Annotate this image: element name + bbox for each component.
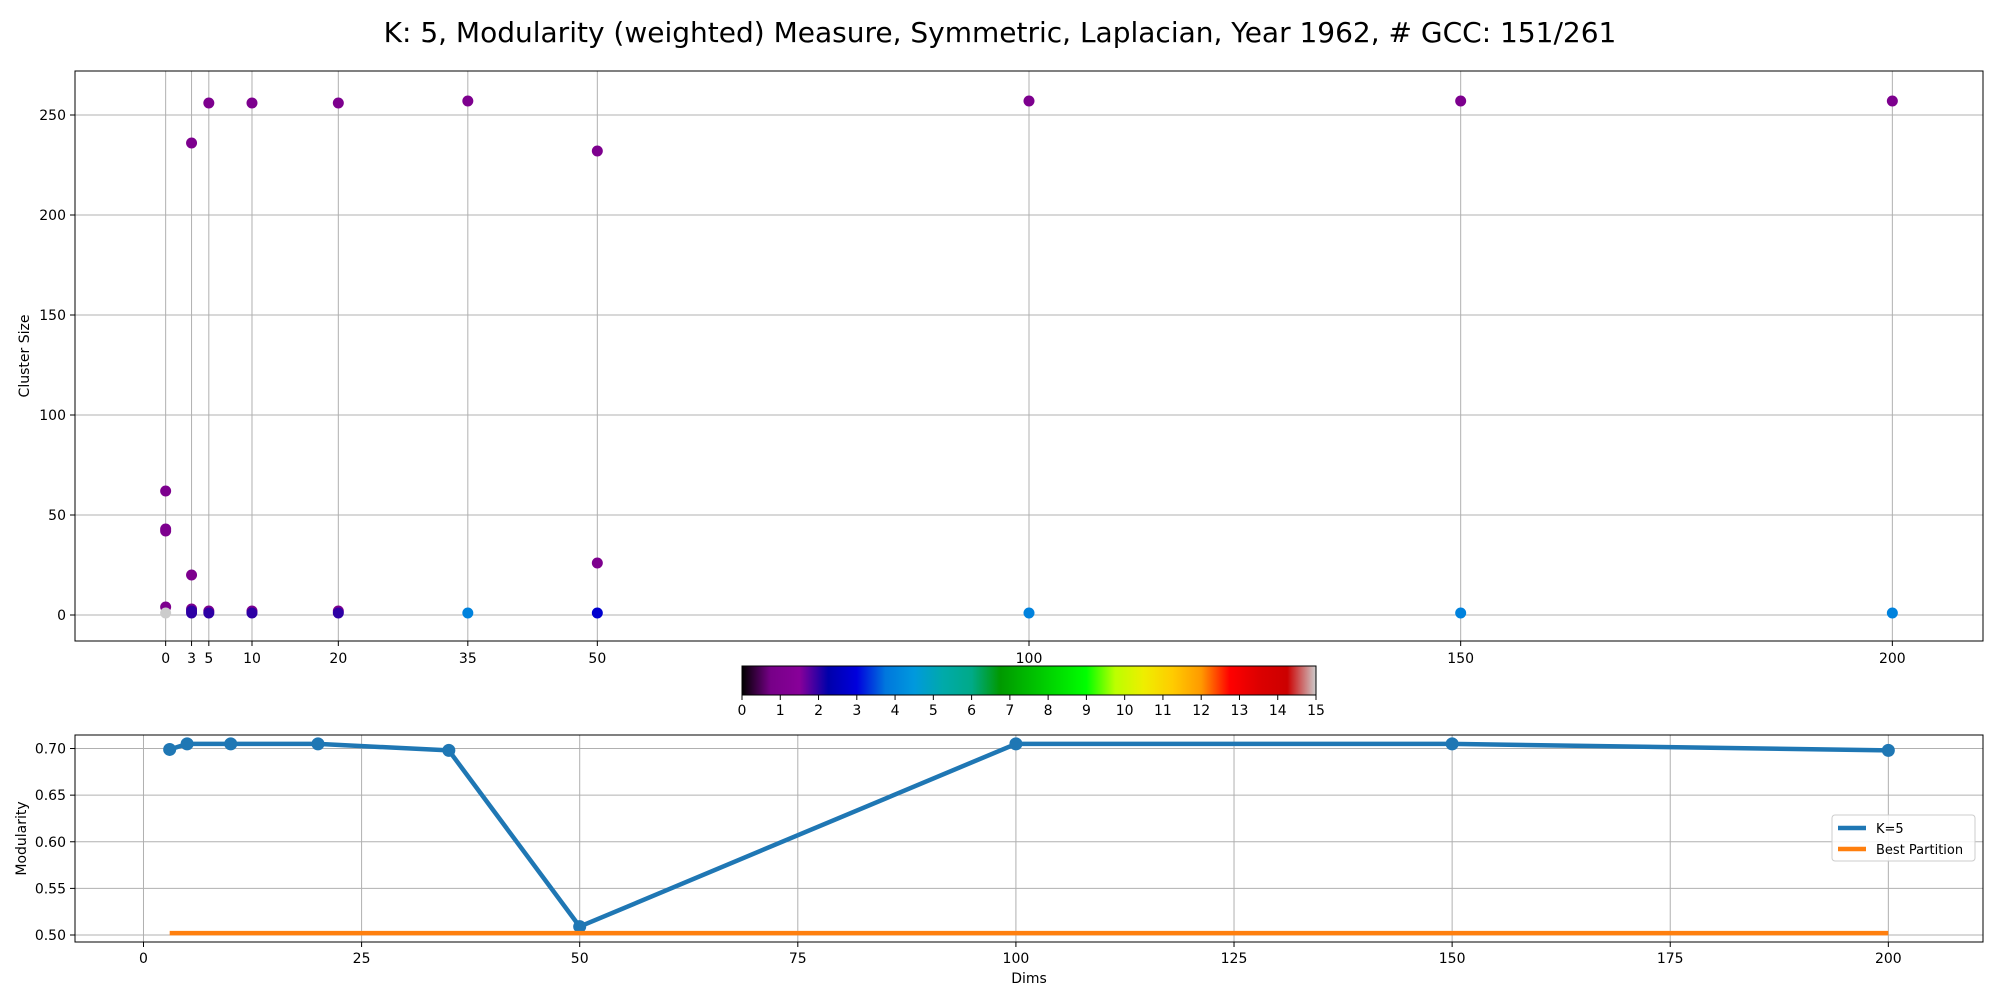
series-marker <box>224 737 238 751</box>
colorbar-tick-label: 14 <box>1269 703 1287 719</box>
y-axis-label: Cluster Size <box>17 315 33 398</box>
data-point <box>591 557 603 569</box>
colorbar-bar <box>741 665 1317 696</box>
x-tick-label: 35 <box>459 651 477 667</box>
colorbar-tick-label: 15 <box>1307 703 1325 719</box>
x-tick-label: 20 <box>329 651 347 667</box>
y-tick-label: 150 <box>39 308 66 324</box>
y-tick-label: 0.60 <box>35 835 66 851</box>
x-tick-label: 125 <box>1221 951 1248 967</box>
colorbar-tick-label: 0 <box>738 703 747 719</box>
cluster-size-scatter-chart: 0 3 5 10 20 35 50 100 150 200 0 50 100 150 200 250 Clust… <box>17 70 1984 667</box>
data-point <box>246 97 258 109</box>
data-point <box>1023 95 1035 107</box>
series-marker <box>1009 737 1023 751</box>
data-point <box>1886 607 1898 619</box>
data-point <box>1023 607 1035 619</box>
colorbar-tick-label: 1 <box>776 703 785 719</box>
x-tick-label: 150 <box>1439 951 1466 967</box>
series-marker <box>1881 743 1895 757</box>
x-axis-label: Dims <box>1011 971 1047 987</box>
colorbar-tick-label: 3 <box>852 703 861 719</box>
colorbar-tick-label: 2 <box>814 703 823 719</box>
plot-frame <box>74 734 1984 943</box>
y-tick-label: 0.70 <box>35 742 66 758</box>
figure-title: K: 5, Modularity (weighted) Measure, Sym… <box>384 16 1617 49</box>
series-marker <box>180 737 194 751</box>
x-tick-label: 75 <box>789 951 807 967</box>
x-tick-label: 175 <box>1657 951 1684 967</box>
colorbar-tick-label: 12 <box>1192 703 1210 719</box>
x-tick-label: 5 <box>204 651 213 667</box>
series-marker <box>163 742 177 756</box>
y-tick-label: 0 <box>57 608 66 624</box>
x-tick-label: 0 <box>139 951 148 967</box>
y-tick-label: 100 <box>39 408 66 424</box>
series-line <box>169 741 1889 929</box>
data-point <box>462 95 474 107</box>
colorbar-tick-label: 6 <box>967 703 976 719</box>
data-point <box>1886 95 1898 107</box>
colorbar-tick-label: 5 <box>929 703 938 719</box>
cluster-colorbar: 0 1 2 3 4 5 6 7 8 9 10 11 12 13 14 15 <box>738 665 1325 719</box>
data-point <box>246 607 258 619</box>
colorbar-tick-label: 13 <box>1231 703 1249 719</box>
y-tick-label: 0.55 <box>35 881 66 897</box>
data-point <box>160 485 172 497</box>
data-point <box>186 569 198 581</box>
series-marker <box>442 743 456 757</box>
colorbar-tick-label: 10 <box>1116 703 1134 719</box>
data-point <box>1455 607 1467 619</box>
x-tick-label: 25 <box>353 951 371 967</box>
data-point <box>332 607 344 619</box>
modularity-line-chart: 0 25 50 75 100 125 150 175 200 0.50 0.55 0.60 0.65 0.… <box>14 734 1984 987</box>
data-point <box>332 97 344 109</box>
legend-label: Best Partition <box>1876 843 1963 858</box>
y-tick-label: 0.50 <box>35 928 66 944</box>
y-tick-label: 50 <box>48 508 66 524</box>
colorbar-tick-label: 8 <box>1044 703 1053 719</box>
x-tick-label: 150 <box>1447 651 1474 667</box>
x-tick-label: 50 <box>588 651 606 667</box>
legend-label: K=5 <box>1876 822 1904 837</box>
x-tick-label: 3 <box>187 651 196 667</box>
data-point <box>203 97 215 109</box>
y-tick-label: 200 <box>39 208 66 224</box>
data-point <box>186 137 198 149</box>
series-marker <box>311 737 325 751</box>
data-point <box>591 145 603 157</box>
y-axis-label: Modularity <box>14 801 30 875</box>
x-tick-label: 50 <box>571 951 589 967</box>
data-point <box>186 607 198 619</box>
plot-frame <box>74 70 1984 642</box>
data-point <box>160 607 172 619</box>
data-point <box>462 607 474 619</box>
data-point <box>203 607 215 619</box>
x-tick-label: 200 <box>1875 951 1902 967</box>
legend-box <box>1831 814 1976 862</box>
y-tick-label: 0.65 <box>35 788 66 804</box>
x-tick-label: 100 <box>1003 951 1030 967</box>
colorbar-tick-label: 4 <box>891 703 900 719</box>
y-tick-label: 250 <box>39 108 66 124</box>
data-point <box>160 525 172 537</box>
series-marker <box>573 920 587 934</box>
colorbar-tick-label: 9 <box>1082 703 1091 719</box>
x-tick-label: 10 <box>243 651 261 667</box>
data-point <box>591 607 603 619</box>
colorbar-tick-label: 7 <box>1005 703 1014 719</box>
x-tick-label: 200 <box>1879 651 1906 667</box>
series-marker <box>1445 737 1459 751</box>
x-tick-label: 100 <box>1016 651 1043 667</box>
colorbar-tick-label: 11 <box>1154 703 1172 719</box>
data-point <box>1455 95 1467 107</box>
x-tick-label: 0 <box>161 651 170 667</box>
